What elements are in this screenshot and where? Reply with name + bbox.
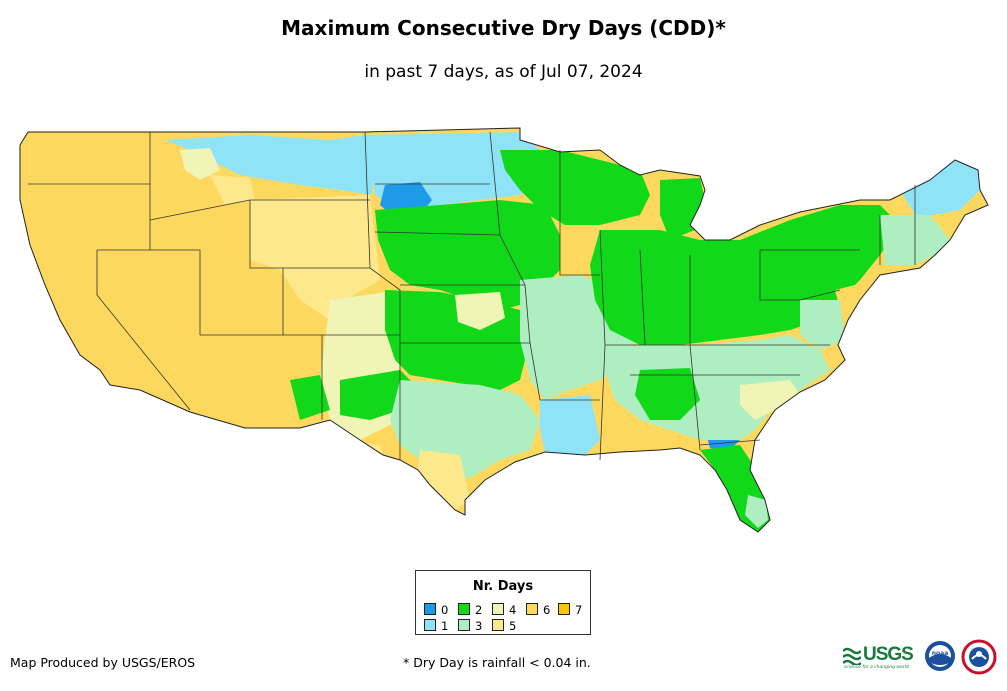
map-credit: Map Produced by USGS/EROS xyxy=(10,655,196,670)
map-subtitle: in past 7 days, as of Jul 07, 2024 xyxy=(364,62,643,82)
dry-day-footnote: * Dry Day is rainfall < 0.04 in. xyxy=(403,655,591,670)
usgs-wave-icon xyxy=(843,647,861,665)
map-title: Maximum Consecutive Dry Days (CDD)* xyxy=(281,16,726,40)
legend-swatch xyxy=(492,619,504,631)
legend-swatch xyxy=(458,619,470,631)
state-borders xyxy=(28,131,916,461)
legend-item-2: 2 xyxy=(458,603,482,616)
legend-item-4: 4 xyxy=(492,603,516,616)
legend-swatch xyxy=(458,603,470,615)
usgs-wordmark: USGS xyxy=(863,644,914,665)
legend-swatch xyxy=(424,603,436,615)
legend-swatch xyxy=(558,603,570,615)
legend-item-5: 5 xyxy=(492,619,516,632)
legend-swatch xyxy=(424,619,436,631)
conus-cdd-map xyxy=(19,127,989,533)
legend-item-1: 1 xyxy=(424,619,448,632)
legend-swatch xyxy=(526,603,538,615)
legend-swatch xyxy=(492,603,504,615)
usgs-tagline: science for a changing world xyxy=(844,665,909,670)
usgs-logo: USGS science for a changing world xyxy=(843,644,917,670)
noaa-logo-icon: noaa xyxy=(925,641,955,671)
cdd-regions xyxy=(165,132,980,532)
noaa-text: noaa xyxy=(932,650,949,657)
legend-title: Nr. Days xyxy=(472,579,534,594)
legend-item-0: 0 xyxy=(424,603,448,616)
legend-item-3: 3 xyxy=(458,619,482,632)
legend-item-7: 7 xyxy=(558,603,582,616)
legend-item-6: 6 xyxy=(526,603,550,616)
map-legend: Nr. Days 0 1 2 3 4 5 6 7 xyxy=(415,570,591,635)
nws-logo-icon xyxy=(961,639,997,675)
